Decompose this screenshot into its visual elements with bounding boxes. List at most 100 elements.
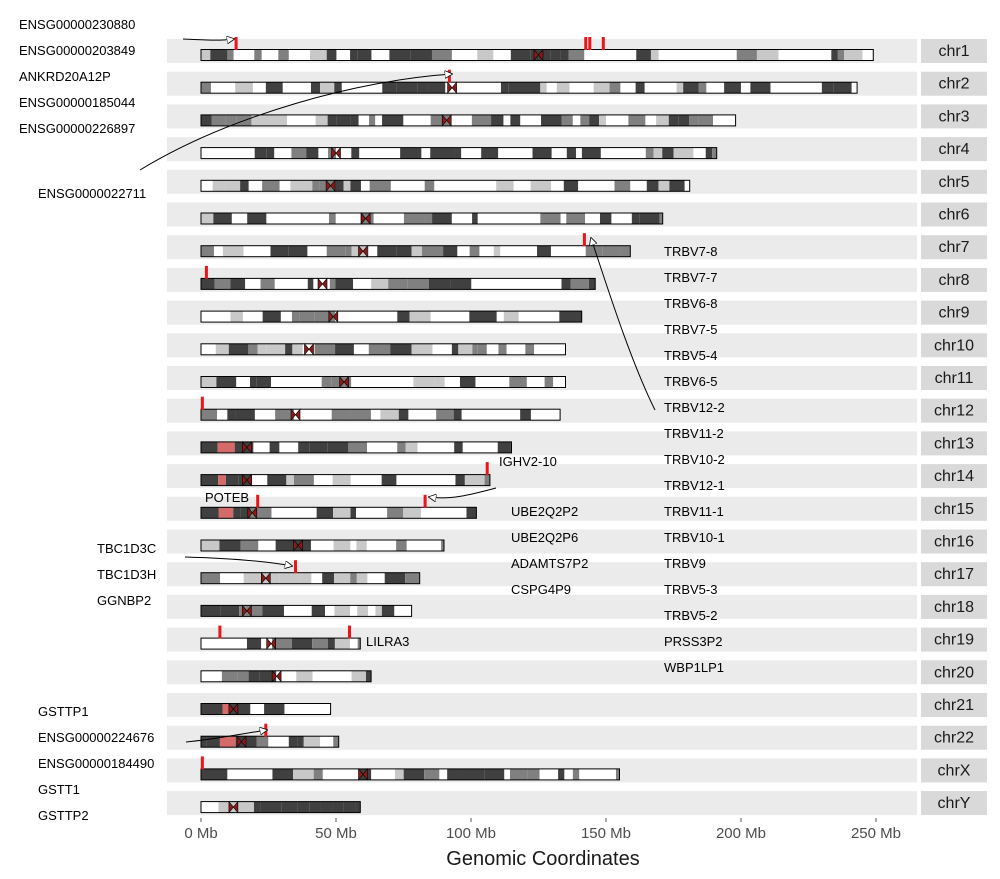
cytoband [568, 49, 585, 61]
cytoband [343, 801, 356, 813]
cytoband [329, 278, 336, 290]
cytoband [821, 82, 834, 94]
chromosome-chr11 [200, 375, 566, 389]
cytoband [310, 82, 321, 94]
cytoband [469, 245, 480, 257]
chromosome-body [201, 180, 690, 192]
gene-label-chr15: ADAMTS7P2 [511, 556, 588, 571]
cytoband [218, 474, 226, 486]
gene-label-chr7: TRBV10-1 [664, 530, 725, 545]
cytoband [471, 114, 492, 126]
cytoband [335, 180, 344, 192]
gene-marker [423, 494, 427, 508]
centromere [317, 277, 328, 291]
cytoband [428, 82, 446, 94]
cytoband [430, 147, 449, 159]
cytoband [558, 768, 565, 780]
cytoband [458, 343, 473, 355]
cytoband [669, 180, 685, 192]
cytoband [463, 768, 485, 780]
facet-strip [921, 562, 987, 587]
cytoband [659, 213, 663, 224]
cytoband [619, 245, 631, 257]
cytoband [309, 801, 321, 813]
chromosome-label: chr11 [935, 370, 974, 387]
cytoband [422, 245, 444, 257]
arrow-chr22-left [185, 730, 267, 743]
cytoband [432, 213, 452, 224]
chromosome-chr5 [200, 179, 691, 193]
facet-strip [921, 39, 987, 63]
chromosome-body [201, 736, 339, 748]
gene-label-chr17: GGNBP2 [97, 593, 151, 608]
cytoband [469, 311, 489, 323]
cytoband [292, 343, 303, 355]
cytoband [201, 245, 214, 257]
gene-label-chr7: TRBV9 [664, 556, 706, 571]
cytoband [235, 409, 255, 421]
chromosome-label: chr5 [938, 174, 969, 191]
cytoband [291, 638, 313, 650]
centromere [533, 48, 544, 62]
cytoband [371, 278, 389, 290]
cytoband [454, 147, 462, 159]
gene-label-chr14: IGHV2-10 [499, 454, 557, 469]
cytoband [270, 245, 289, 257]
cytoband [380, 409, 399, 421]
cytoband [384, 572, 406, 584]
cytoband [403, 768, 425, 780]
chromosome-body [201, 114, 736, 126]
gene-label-chr22: GSTT1 [38, 782, 80, 797]
cytoband [410, 49, 432, 61]
cytoband [350, 409, 371, 421]
cytoband [636, 49, 651, 61]
cytoband [299, 311, 315, 323]
cytoband [544, 376, 554, 388]
chromosome-body [201, 376, 566, 388]
cytoband [312, 180, 320, 192]
chromosome-chr19 [200, 637, 361, 650]
cytoband [477, 343, 487, 355]
cytoband [334, 82, 342, 94]
chromosome-outline [200, 408, 561, 421]
cytoband [311, 605, 325, 617]
centromere [328, 310, 339, 323]
facet-strip [921, 660, 987, 685]
cytoband [756, 49, 779, 61]
cytoband [448, 147, 455, 159]
cytoband [662, 147, 674, 159]
cytoband [266, 147, 275, 159]
chromosome-chrX [200, 768, 620, 781]
centromere [304, 342, 314, 356]
chromosome-outline [200, 539, 445, 552]
cytoband [431, 49, 452, 61]
gene-marker [588, 37, 592, 50]
gene-label-chr17: TBC1D3C [97, 541, 156, 556]
chromosome-label: chr6 [938, 207, 969, 224]
cytoband [396, 245, 412, 257]
gene-label-chr7: TRBV7-5 [664, 322, 717, 337]
chromosome-body [201, 311, 582, 323]
cytoband [647, 213, 660, 224]
cytoband [588, 278, 596, 290]
cytoband [368, 343, 391, 355]
cytoband [382, 82, 397, 94]
chromosome-body [201, 670, 372, 682]
centromere [266, 637, 276, 650]
cytoband [350, 507, 356, 519]
cytoband [668, 114, 679, 126]
cytoband [216, 376, 237, 388]
chromosome-chr9 [200, 310, 583, 323]
cytoband [585, 245, 603, 257]
cytoband [459, 376, 476, 388]
cytoband [321, 376, 332, 388]
chromosome-outline [200, 735, 340, 748]
cytoband [403, 213, 426, 224]
cytoband [561, 114, 573, 126]
gene-marker [294, 560, 297, 574]
gene-label-chr22: ENSG00000184490 [38, 756, 154, 771]
gene-label-chr1: ENSG0000022711 [38, 186, 146, 201]
cytoband [334, 638, 350, 650]
cytoband [736, 49, 757, 61]
cytoband [335, 343, 354, 355]
